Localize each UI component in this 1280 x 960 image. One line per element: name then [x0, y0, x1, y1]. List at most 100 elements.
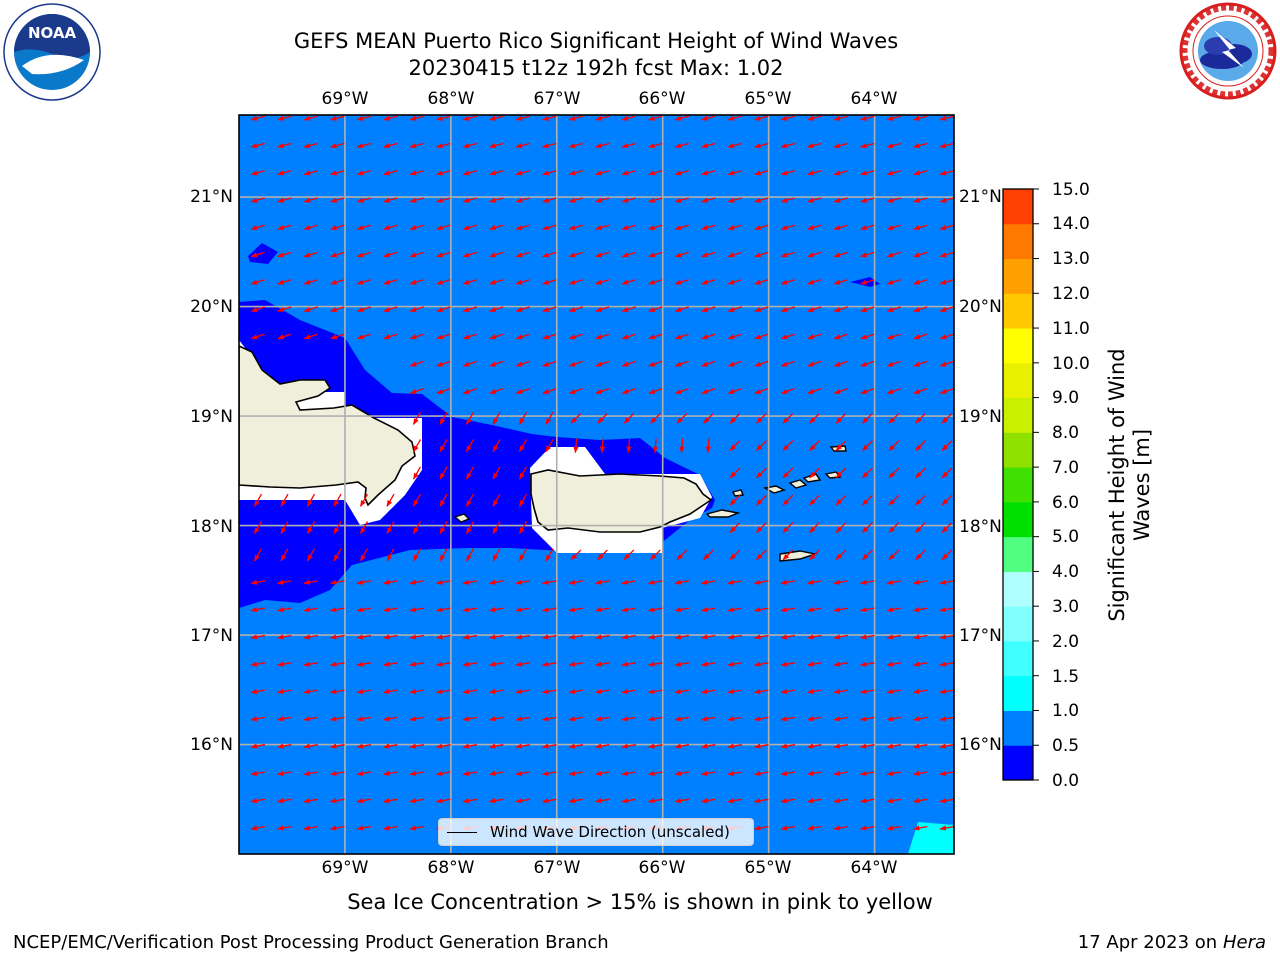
wind-arrow: [595, 279, 610, 285]
wind-arrow: [250, 688, 266, 695]
colorbar-segment: [1003, 397, 1033, 433]
colorbar-tick-label: 0.5: [1052, 736, 1080, 756]
wind-arrow: [729, 467, 741, 479]
wind-arrow: [807, 224, 822, 231]
colorbar-tick-label: 14.0: [1052, 214, 1090, 234]
wind-arrow: [835, 412, 847, 424]
wind-arrow: [515, 743, 531, 749]
colorbar-segment: [1003, 467, 1033, 503]
wind-arrow: [250, 634, 266, 640]
wind-arrow: [465, 521, 475, 535]
wind-arrow: [833, 279, 848, 285]
wind-arrow: [515, 661, 531, 667]
wind-arrow: [303, 743, 319, 749]
wind-arrow: [860, 251, 875, 258]
wind-arrow: [727, 306, 742, 312]
wind-arrow: [886, 688, 902, 695]
wind-arrow: [727, 333, 742, 340]
wind-arrow: [648, 333, 663, 340]
land-isla-saona: [453, 513, 471, 523]
wind-arrow: [859, 825, 875, 831]
wind-arrow: [594, 634, 610, 640]
wind-arrow: [409, 197, 424, 203]
wind-arrow: [439, 493, 448, 507]
footer-system: Hera: [1222, 932, 1266, 953]
wind-arrow: [807, 306, 822, 312]
wind-arrow: [833, 306, 848, 312]
wind-arrow: [835, 467, 847, 479]
wind-arrow: [753, 579, 769, 585]
wind-arrow: [727, 661, 743, 667]
wind-arrow: [727, 251, 742, 258]
colorbar-tick-label: 15.0: [1052, 180, 1090, 200]
wind-arrow: [303, 688, 319, 695]
wind-arrow: [780, 197, 795, 203]
wind-arrow: [542, 387, 557, 395]
wind-arrow: [253, 521, 263, 535]
wind-arrow: [862, 494, 873, 506]
wind-arrow: [382, 798, 398, 804]
wind-arrow: [939, 688, 954, 695]
wind-arrow: [356, 279, 371, 285]
wind-arrow: [250, 825, 266, 831]
wind-arrow: [860, 306, 875, 312]
wind-arrow: [780, 716, 796, 722]
wind-arrow: [329, 688, 345, 695]
wind-arrow: [886, 607, 902, 613]
wind-arrow: [253, 493, 263, 507]
wind-arrow: [754, 333, 769, 340]
wind-arrow: [409, 224, 424, 231]
wind-arrow: [621, 387, 636, 395]
wind-arrow: [568, 170, 583, 176]
lon-label-top: 66°W: [638, 89, 686, 109]
wind-arrow: [383, 333, 398, 340]
wind-arrow: [515, 716, 531, 722]
wind-arrow: [754, 142, 769, 149]
wind-arrow: [570, 549, 582, 561]
wind-arrow: [727, 688, 743, 695]
colorbar-tick-label: 1.5: [1052, 667, 1080, 687]
wind-arrow: [756, 440, 767, 451]
wind-arrow: [835, 549, 847, 561]
wind-arrow: [913, 387, 928, 395]
wind-arrow: [515, 197, 530, 203]
wind-arrow: [386, 548, 395, 562]
wind-arrow: [780, 251, 795, 258]
wind-arrow: [623, 412, 635, 424]
land-puerto-rico: [530, 469, 713, 533]
wind-arrow: [859, 716, 875, 722]
wind-arrow: [489, 279, 504, 285]
wind-arrow: [886, 661, 902, 667]
wind-arrow: [306, 548, 316, 562]
wind-arrow: [303, 770, 319, 776]
wind-arrow: [597, 549, 608, 561]
wind-arrow: [939, 743, 954, 749]
wind-arrow: [915, 494, 926, 506]
wind-arrow: [782, 440, 794, 451]
wind-arrow: [568, 716, 584, 722]
wind-arrow: [835, 494, 847, 506]
wind-arrow: [492, 493, 501, 507]
wind-arrow: [621, 743, 637, 749]
wind-arrow: [276, 579, 292, 585]
wind-arrow: [939, 716, 954, 722]
wind-arrow: [674, 661, 690, 667]
wind-arrow: [277, 115, 292, 121]
wind-arrow: [915, 467, 926, 479]
wind-arrow: [648, 306, 663, 312]
wind-arrow: [515, 387, 530, 395]
wind-arrow: [303, 279, 318, 285]
wind-arrow: [542, 115, 557, 121]
wind-arrow: [492, 439, 501, 453]
wind-arrow: [701, 360, 716, 367]
wind-arrow: [941, 467, 953, 479]
wind-arrow: [700, 716, 716, 722]
wind-arrow: [806, 634, 822, 640]
colorbar-tick-label: 8.0: [1052, 423, 1080, 443]
wind-arrow: [542, 170, 557, 176]
wind-arrow: [356, 251, 371, 258]
colorbar-segment: [1003, 501, 1033, 538]
wind-arrow: [647, 579, 663, 585]
wind-arrow: [780, 115, 795, 121]
wind-arrow: [356, 798, 372, 804]
